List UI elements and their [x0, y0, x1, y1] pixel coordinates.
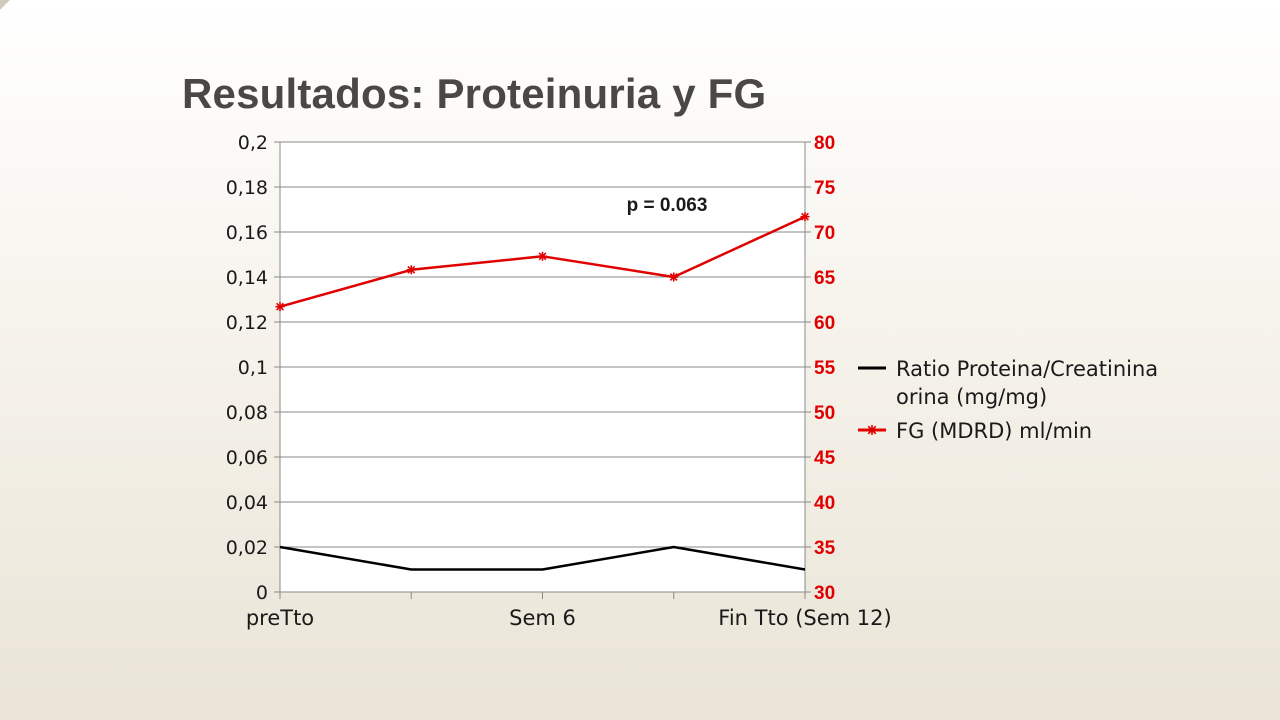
y-right-tick-label: 30: [814, 583, 835, 604]
series-line-1: [279, 545, 806, 571]
y-right-tick-label: 40: [814, 493, 835, 514]
y-left-tick-label: 0: [256, 582, 268, 604]
slide-title: Resultados: Proteinuria y FG: [182, 70, 767, 117]
y-right-tick-label: 80: [814, 133, 835, 154]
y-right-tick-label: 55: [814, 358, 836, 379]
y-right-tick-label: 60: [814, 313, 835, 334]
y-left-tick-label: 0,1: [238, 357, 268, 379]
x-tick-label: Fin Tto (Sem 12): [718, 606, 891, 630]
y-left-tick-label: 0,18: [226, 177, 268, 199]
y-right-tick-label: 65: [814, 268, 836, 289]
x-tick-label: Sem 6: [509, 606, 576, 630]
y-right-tick-label: 35: [814, 538, 836, 559]
y-left-tick-label: 0,04: [226, 492, 268, 514]
y-right-tick-label: 75: [814, 178, 836, 199]
series-point: [669, 272, 679, 282]
legend-label: Ratio Proteina/Creatinina: [896, 357, 1158, 381]
corner-decoration: [0, 0, 14, 14]
y-left-tick-label: 0,08: [226, 402, 268, 424]
legend-label: orina (mg/mg): [896, 385, 1047, 409]
series-point: [800, 212, 810, 222]
y-right-tick-label: 70: [814, 223, 835, 244]
series-point: [406, 265, 416, 275]
series-point: [275, 302, 285, 312]
y-left-tick-label: 0,16: [226, 222, 268, 244]
y-left-tick-label: 0,2: [238, 132, 268, 154]
annotation-p-value: p = 0.063: [627, 195, 708, 216]
x-tick-label: preTto: [246, 606, 314, 630]
legend-label: FG (MDRD) ml/min: [896, 419, 1092, 443]
y-left-tick-label: 0,06: [226, 447, 268, 469]
series-point: [538, 251, 547, 261]
y-left-tick-label: 0,02: [226, 537, 268, 559]
y-right-tick-label: 45: [814, 448, 836, 469]
y-left-tick-label: 0,12: [226, 312, 268, 334]
legend-marker: [867, 425, 877, 435]
y-left-tick-label: 0,14: [226, 267, 268, 289]
y-right-tick-label: 50: [814, 403, 835, 424]
